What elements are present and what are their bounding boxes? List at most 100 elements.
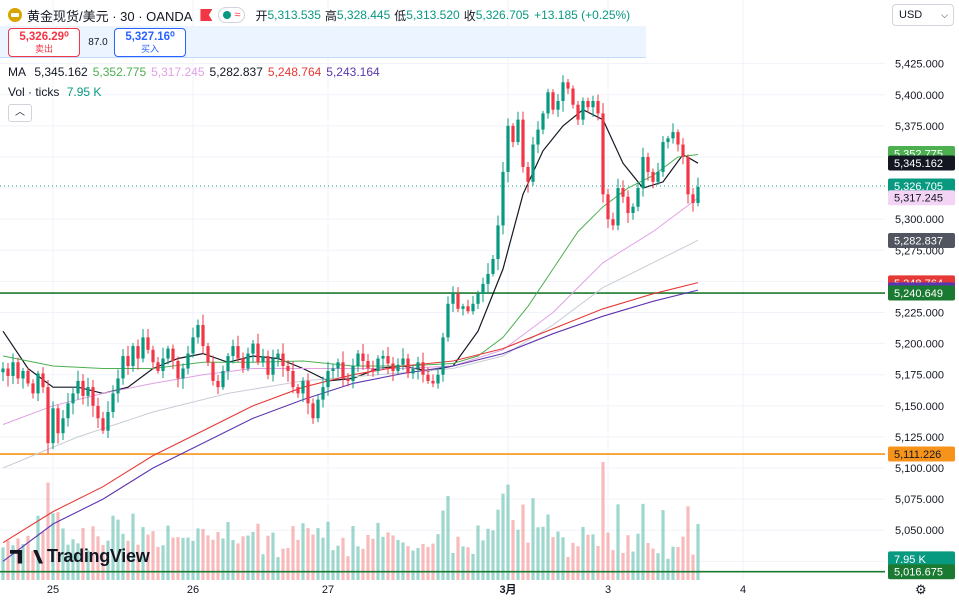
volume-bar xyxy=(696,524,700,580)
price-axis-tick: 5,050.000 xyxy=(895,525,944,537)
volume-bar xyxy=(596,545,600,580)
candle-body xyxy=(366,361,370,369)
volume-bar xyxy=(201,528,205,580)
candle-body xyxy=(481,283,485,294)
price-axis-tick: 5,200.000 xyxy=(895,339,944,351)
volume-bar xyxy=(471,553,475,580)
candle-body xyxy=(691,194,695,204)
volume-bar xyxy=(551,537,555,580)
candle-body xyxy=(181,368,185,379)
candle-body xyxy=(301,380,305,394)
volume-legend[interactable]: Vol · ticks 7.95 K xyxy=(8,85,101,99)
volume-bar xyxy=(131,513,135,580)
volume-bar xyxy=(686,506,690,580)
volume-bar xyxy=(576,546,580,580)
price-axis-tick: 5,225.000 xyxy=(895,308,944,320)
price-axis-label-bg xyxy=(888,285,955,301)
volume-bar xyxy=(271,532,275,580)
candle-body xyxy=(516,119,520,143)
price-axis-label-bg xyxy=(888,564,955,580)
volume-bar xyxy=(486,528,490,580)
volume-bar xyxy=(381,536,385,580)
volume-bar xyxy=(41,531,45,580)
volume-bar xyxy=(446,496,450,580)
candle-body xyxy=(56,408,60,434)
volume-bar xyxy=(511,520,515,580)
candle-body xyxy=(316,399,320,419)
buy-label: 买入 xyxy=(140,44,159,54)
volume-bar xyxy=(61,528,65,580)
candle-body xyxy=(266,356,270,375)
volume-bar xyxy=(156,546,160,580)
candle-body xyxy=(76,380,80,394)
volume-bar xyxy=(26,535,30,580)
approx-icon: ≈ xyxy=(234,9,241,21)
volume-bar xyxy=(371,538,375,580)
volume-bar xyxy=(541,526,545,580)
chevron-up-icon[interactable]: ︿ xyxy=(8,104,32,122)
candle-body xyxy=(466,306,470,312)
volume-bar xyxy=(86,550,90,580)
volume-bar xyxy=(206,535,210,580)
volume-bar xyxy=(1,547,5,580)
sell-price: 5,326.29⁰ xyxy=(19,31,69,43)
volume-bar xyxy=(341,537,345,580)
volume-bar xyxy=(366,534,370,580)
candle-body xyxy=(651,171,655,182)
ma-legend-value-1: 5,352.775 xyxy=(92,65,147,79)
flag-icon[interactable] xyxy=(200,9,213,21)
volume-bar xyxy=(506,484,510,580)
volume-bar xyxy=(231,540,235,580)
volume-bar xyxy=(331,550,335,580)
candle-body xyxy=(131,346,135,366)
ma-legend[interactable]: MA 5,345.162 5,352.775 5,317.245 5,282.837 5… xyxy=(8,65,390,79)
candle-body xyxy=(576,104,580,120)
volume-bar xyxy=(36,515,40,580)
candle-body xyxy=(446,303,450,338)
candle-body xyxy=(401,358,405,365)
candle-body xyxy=(151,349,155,363)
volume-bar xyxy=(436,534,440,580)
volume-bar xyxy=(196,528,200,580)
candle-body xyxy=(476,293,480,304)
open-label: 开 xyxy=(255,8,268,23)
volume-bar xyxy=(226,522,230,580)
candle-body xyxy=(166,348,170,359)
candle-body xyxy=(551,92,555,110)
volume-bar xyxy=(361,548,365,580)
candle-body xyxy=(656,171,660,182)
currency-select[interactable]: USD ⌵ xyxy=(892,4,954,26)
price-axis-label-bg xyxy=(888,155,955,171)
volume-bar xyxy=(616,504,620,580)
tradingview-logo[interactable]: TradingView xyxy=(10,546,150,567)
gear-icon[interactable]: ⚙ xyxy=(915,582,927,597)
volume-bar xyxy=(566,556,570,580)
volume-bar xyxy=(546,514,550,580)
volume-bar xyxy=(126,540,130,580)
candle-body xyxy=(391,363,395,371)
price-axis-tick: 5,125.000 xyxy=(895,432,944,444)
symbol-title[interactable]: 黄金现货/美元 · 30 · OANDA xyxy=(27,8,193,24)
high-value: 5,328.445 xyxy=(336,8,391,22)
volume-bar xyxy=(571,542,575,580)
time-axis-tick: 25 xyxy=(47,584,59,596)
candle-body xyxy=(416,362,420,369)
market-status-pill[interactable]: ≈ xyxy=(218,7,246,23)
candle-body xyxy=(146,337,150,350)
volume-bar xyxy=(136,544,140,580)
ma-legend-label: MA xyxy=(8,65,26,79)
sell-button[interactable]: 5,326.29⁰ 卖出 xyxy=(8,28,80,57)
volume-bar xyxy=(261,554,265,580)
buy-button[interactable]: 5,327.16⁰ 买入 xyxy=(114,28,186,57)
volume-bar xyxy=(181,537,185,580)
buy-price: 5,327.16⁰ xyxy=(125,31,175,43)
volume-bar xyxy=(76,543,80,580)
candle-body xyxy=(611,219,615,226)
candle-body xyxy=(96,405,100,419)
candle-body xyxy=(636,188,640,207)
price-axis-tick: 5,425.000 xyxy=(895,59,944,71)
candle-body xyxy=(456,293,460,309)
ma-legend-values: 5,345.162 5,352.775 5,317.245 5,282.837 5,24… xyxy=(34,65,384,79)
volume-bar xyxy=(296,539,300,580)
